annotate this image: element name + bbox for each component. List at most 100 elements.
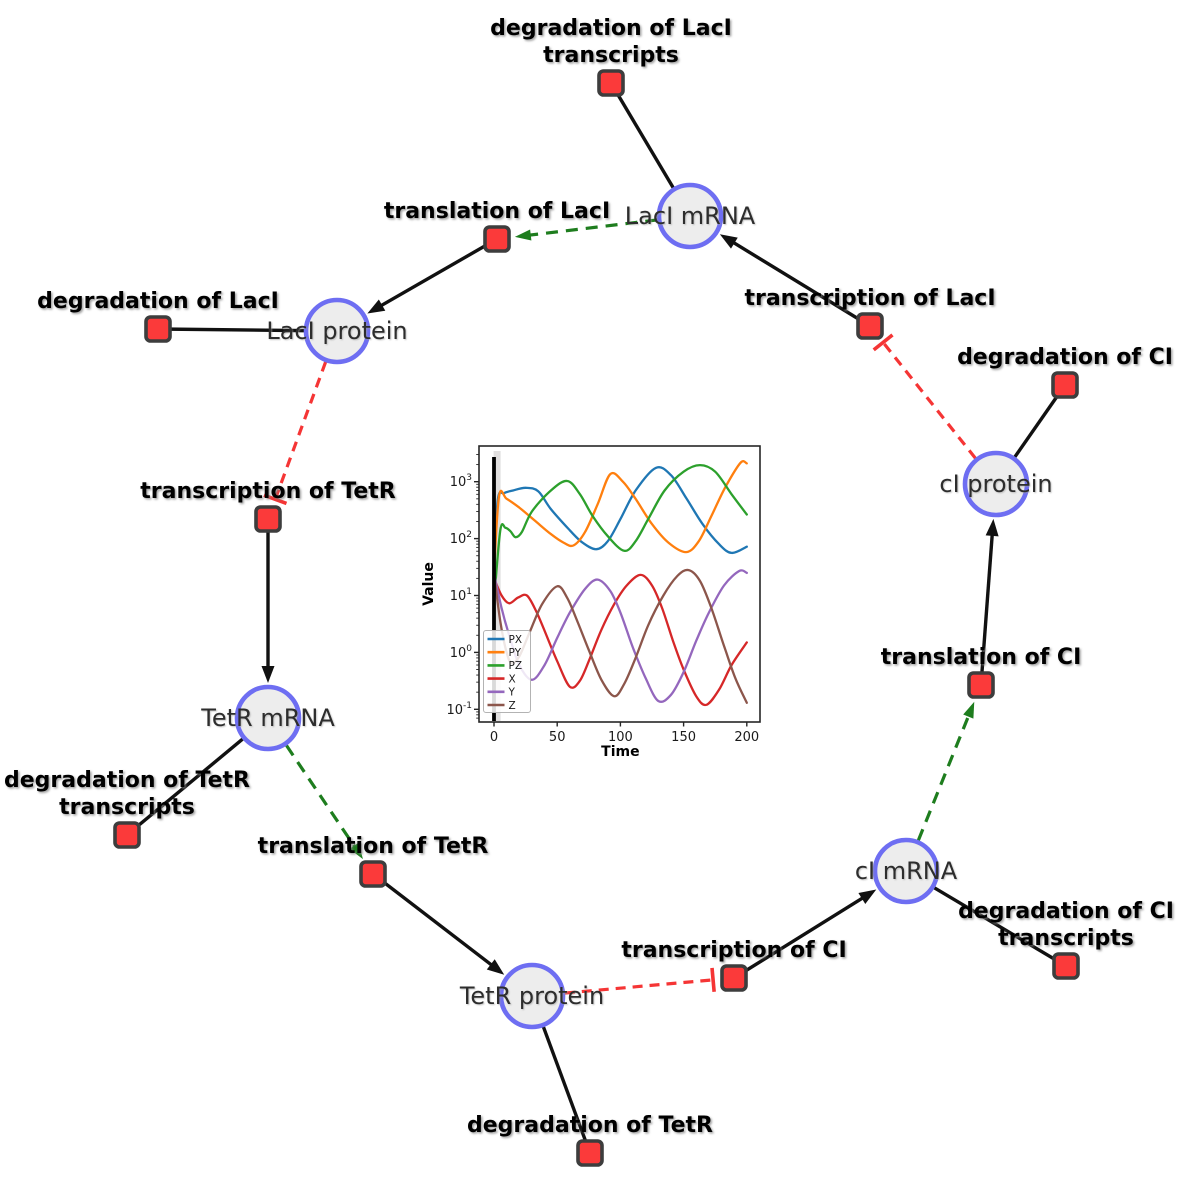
reaction-label-tx-ci: transcription of CI <box>621 938 846 963</box>
production-arrowhead <box>486 959 505 975</box>
modifier-arrowhead <box>349 842 363 860</box>
legend-label-PY: PY <box>509 647 522 659</box>
edge-tetr-mrna-deg-tetr-transcripts-consumption <box>125 737 244 837</box>
inhibition-tbar <box>710 967 716 992</box>
reaction-label-deg-ci-transcripts: transcripts <box>998 926 1134 951</box>
species-label-tetr-protein: TetR protein <box>459 982 604 1010</box>
species-node-ci-protein[interactable] <box>962 450 1030 518</box>
species-label-laci-protein: LacI protein <box>266 317 407 345</box>
reaction-node-tx-tetr[interactable] <box>254 505 282 533</box>
species-label-laci-mrna: LacI mRNA <box>625 202 756 230</box>
production-edge-line <box>730 239 871 328</box>
species-label-ci-protein: cI protein <box>939 470 1052 498</box>
nodes-layer <box>113 69 1080 1167</box>
reaction-label-transl-laci: translation of LacI <box>384 199 610 224</box>
production-arrowhead <box>261 666 275 683</box>
production-arrowhead <box>719 234 738 249</box>
modifier-edge-line <box>916 712 972 841</box>
reaction-node-deg-laci[interactable] <box>144 315 172 343</box>
edge-transl-ci-ci-protein-production <box>979 518 999 686</box>
legend-label-PX: PX <box>509 634 523 646</box>
reaction-label-tx-laci: transcription of LacI <box>744 286 995 311</box>
production-arrowhead <box>858 889 877 904</box>
reaction-node-deg-ci[interactable] <box>1051 371 1079 399</box>
consumption-edge-line <box>609 82 675 189</box>
inhibition-tbar <box>872 333 894 352</box>
reaction-node-transl-ci[interactable] <box>967 671 995 699</box>
reaction-label-deg-tetr: degradation of TetR <box>467 1113 713 1138</box>
production-edge-line <box>378 237 498 309</box>
reaction-node-deg-tetr-transcripts[interactable] <box>113 821 141 849</box>
edges-layer <box>125 82 1067 1154</box>
reaction-label-deg-laci-transcripts: degradation of LacI <box>490 16 732 41</box>
edge-transl-tetr-tetr-protein-production <box>371 872 505 975</box>
production-edge-line <box>979 532 995 686</box>
species-node-tetr-protein[interactable] <box>498 962 566 1030</box>
modifier-edge-line <box>285 744 358 851</box>
species-node-ci-mrna[interactable] <box>872 837 940 905</box>
legend-label-PZ: PZ <box>509 660 523 672</box>
edge-tx-laci-laci-mrna-production <box>719 234 871 328</box>
consumption-edge-line <box>125 737 244 837</box>
inhibition-edge-line <box>564 978 714 995</box>
production-arrowhead <box>367 299 386 314</box>
modifier-arrowhead <box>963 701 975 719</box>
reaction-label-tx-tetr: transcription of TetR <box>140 479 396 504</box>
edge-laci-protein-tx-tetr-inhibition <box>263 361 328 506</box>
production-edge-line <box>371 872 495 968</box>
inhibition-edge-line <box>273 361 328 500</box>
species-label-tetr-mrna: TetR mRNA <box>200 704 335 732</box>
x-tick-label: 150 <box>671 730 696 745</box>
reaction-label-transl-tetr: translation of TetR <box>258 834 489 859</box>
reaction-label-deg-ci: degradation of CI <box>957 345 1173 370</box>
reaction-node-deg-ci-transcripts[interactable] <box>1052 952 1080 980</box>
reaction-node-deg-tetr[interactable] <box>576 1139 604 1167</box>
x-axis-title: Time <box>601 744 639 760</box>
reaction-node-transl-tetr[interactable] <box>359 860 387 888</box>
reaction-label-deg-tetr-transcripts: degradation of TetR <box>4 768 250 793</box>
legend-entry-X: X <box>487 673 516 685</box>
inhibition-tbar <box>263 493 288 506</box>
reaction-label-deg-ci-transcripts: degradation of CI <box>958 899 1174 924</box>
reaction-node-tx-laci[interactable] <box>856 312 884 340</box>
species-label-ci-mrna: cI mRNA <box>855 857 958 885</box>
reaction-label-deg-tetr-transcripts: transcripts <box>59 795 195 820</box>
y-tick-label: 102 <box>450 530 472 547</box>
edge-laci-mrna-deg-laci-transcripts-consumption <box>609 82 675 189</box>
inhibition-edge-line <box>881 341 977 460</box>
legend-entry-PY: PY <box>487 647 522 659</box>
consumption-edge-line <box>933 886 1067 968</box>
curves-layer <box>492 460 748 707</box>
reaction-node-deg-laci-transcripts[interactable] <box>597 69 625 97</box>
production-edge-line <box>733 895 866 980</box>
reaction-label-transl-ci: translation of CI <box>881 645 1082 670</box>
edge-tetr-mrna-transl-tetr-modifier <box>285 744 363 860</box>
labels-layer: degradation of LacItranscriptstranslatio… <box>4 16 1174 1138</box>
series-line-PY <box>492 460 748 575</box>
reaction-node-transl-laci[interactable] <box>483 225 511 253</box>
reaction-label-deg-laci-transcripts: transcripts <box>543 43 679 68</box>
edge-tx-ci-ci-mrna-production <box>733 889 877 980</box>
series-line-PZ <box>492 463 748 603</box>
consumption-edge-line <box>541 1026 592 1154</box>
species-node-laci-protein[interactable] <box>303 297 371 365</box>
edge-tx-tetr-tetr-mrna-production <box>261 519 275 683</box>
legend-label-Y: Y <box>508 687 516 699</box>
species-node-laci-mrna[interactable] <box>656 182 724 250</box>
y-tick-label: 10-1 <box>446 701 472 718</box>
y-tick-label: 103 <box>450 473 472 490</box>
axes-spines <box>478 445 761 723</box>
y-tick-label: 101 <box>450 587 472 604</box>
x-tick-label: 200 <box>734 730 759 745</box>
y-tick-label: 100 <box>450 644 473 661</box>
reaction-node-tx-ci[interactable] <box>720 964 748 992</box>
species-node-tetr-mrna[interactable] <box>234 684 302 752</box>
x-tick-label: 100 <box>608 730 633 745</box>
legend-label-Z: Z <box>509 700 516 712</box>
x-tick-label: 0 <box>490 730 498 745</box>
inset-chart: 0 50 100 150 20010-1100101102103TimeValuePXP… <box>421 445 761 760</box>
y-axis-title: Value <box>421 562 437 606</box>
